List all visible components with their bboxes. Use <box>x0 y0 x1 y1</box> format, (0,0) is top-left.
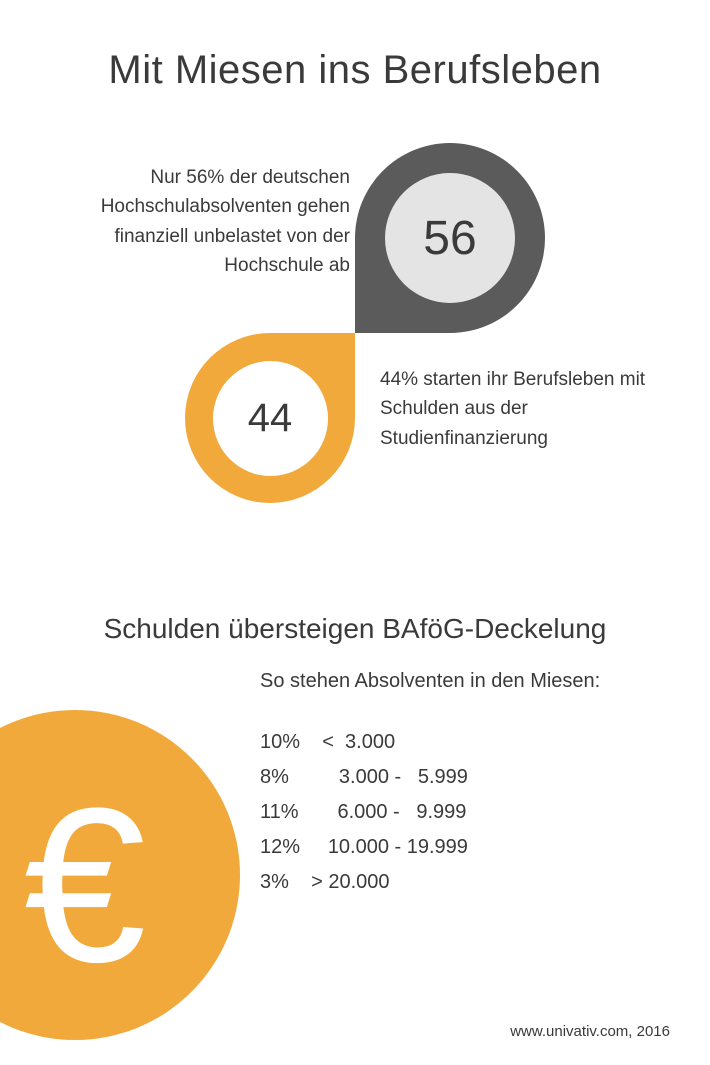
stat-56-text: Nur 56% der deutschen Hochschulabsolvent… <box>75 163 350 281</box>
debt-table-heading: So stehen Absolventen in den Miesen: <box>260 670 600 693</box>
stat-44-text: 44% starten ihr Berufsleben mit Schulden… <box>380 365 670 453</box>
stat-44-inner: 44 <box>213 361 328 476</box>
footer-source: www.univativ.com, 2016 <box>510 1023 670 1040</box>
table-row: 3% > 20.000 <box>260 865 468 900</box>
table-row: 12% 10.000 - 19.999 <box>260 830 468 865</box>
debt-section: € So stehen Absolventen in den Miesen: 1… <box>0 670 710 1030</box>
euro-icon: € <box>24 775 146 995</box>
stat-44-drop: 44 <box>185 333 355 503</box>
stat-56-drop: 56 <box>355 143 545 333</box>
euro-circle: € <box>0 710 240 1040</box>
page-title: Mit Miesen ins Berufsleben <box>0 0 710 93</box>
stat-44-value: 44 <box>248 396 293 441</box>
debt-table: 10% < 3.000 8% 3.000 - 5.999 11% 6.000 -… <box>260 725 468 900</box>
table-row: 11% 6.000 - 9.999 <box>260 795 468 830</box>
stats-section: 56 Nur 56% der deutschen Hochschulabsolv… <box>0 143 710 543</box>
section-subtitle: Schulden übersteigen BAföG-Deckelung <box>0 613 710 645</box>
table-row: 8% 3.000 - 5.999 <box>260 760 468 795</box>
stat-56-value: 56 <box>423 211 476 266</box>
table-row: 10% < 3.000 <box>260 725 468 760</box>
stat-56-inner: 56 <box>385 173 515 303</box>
